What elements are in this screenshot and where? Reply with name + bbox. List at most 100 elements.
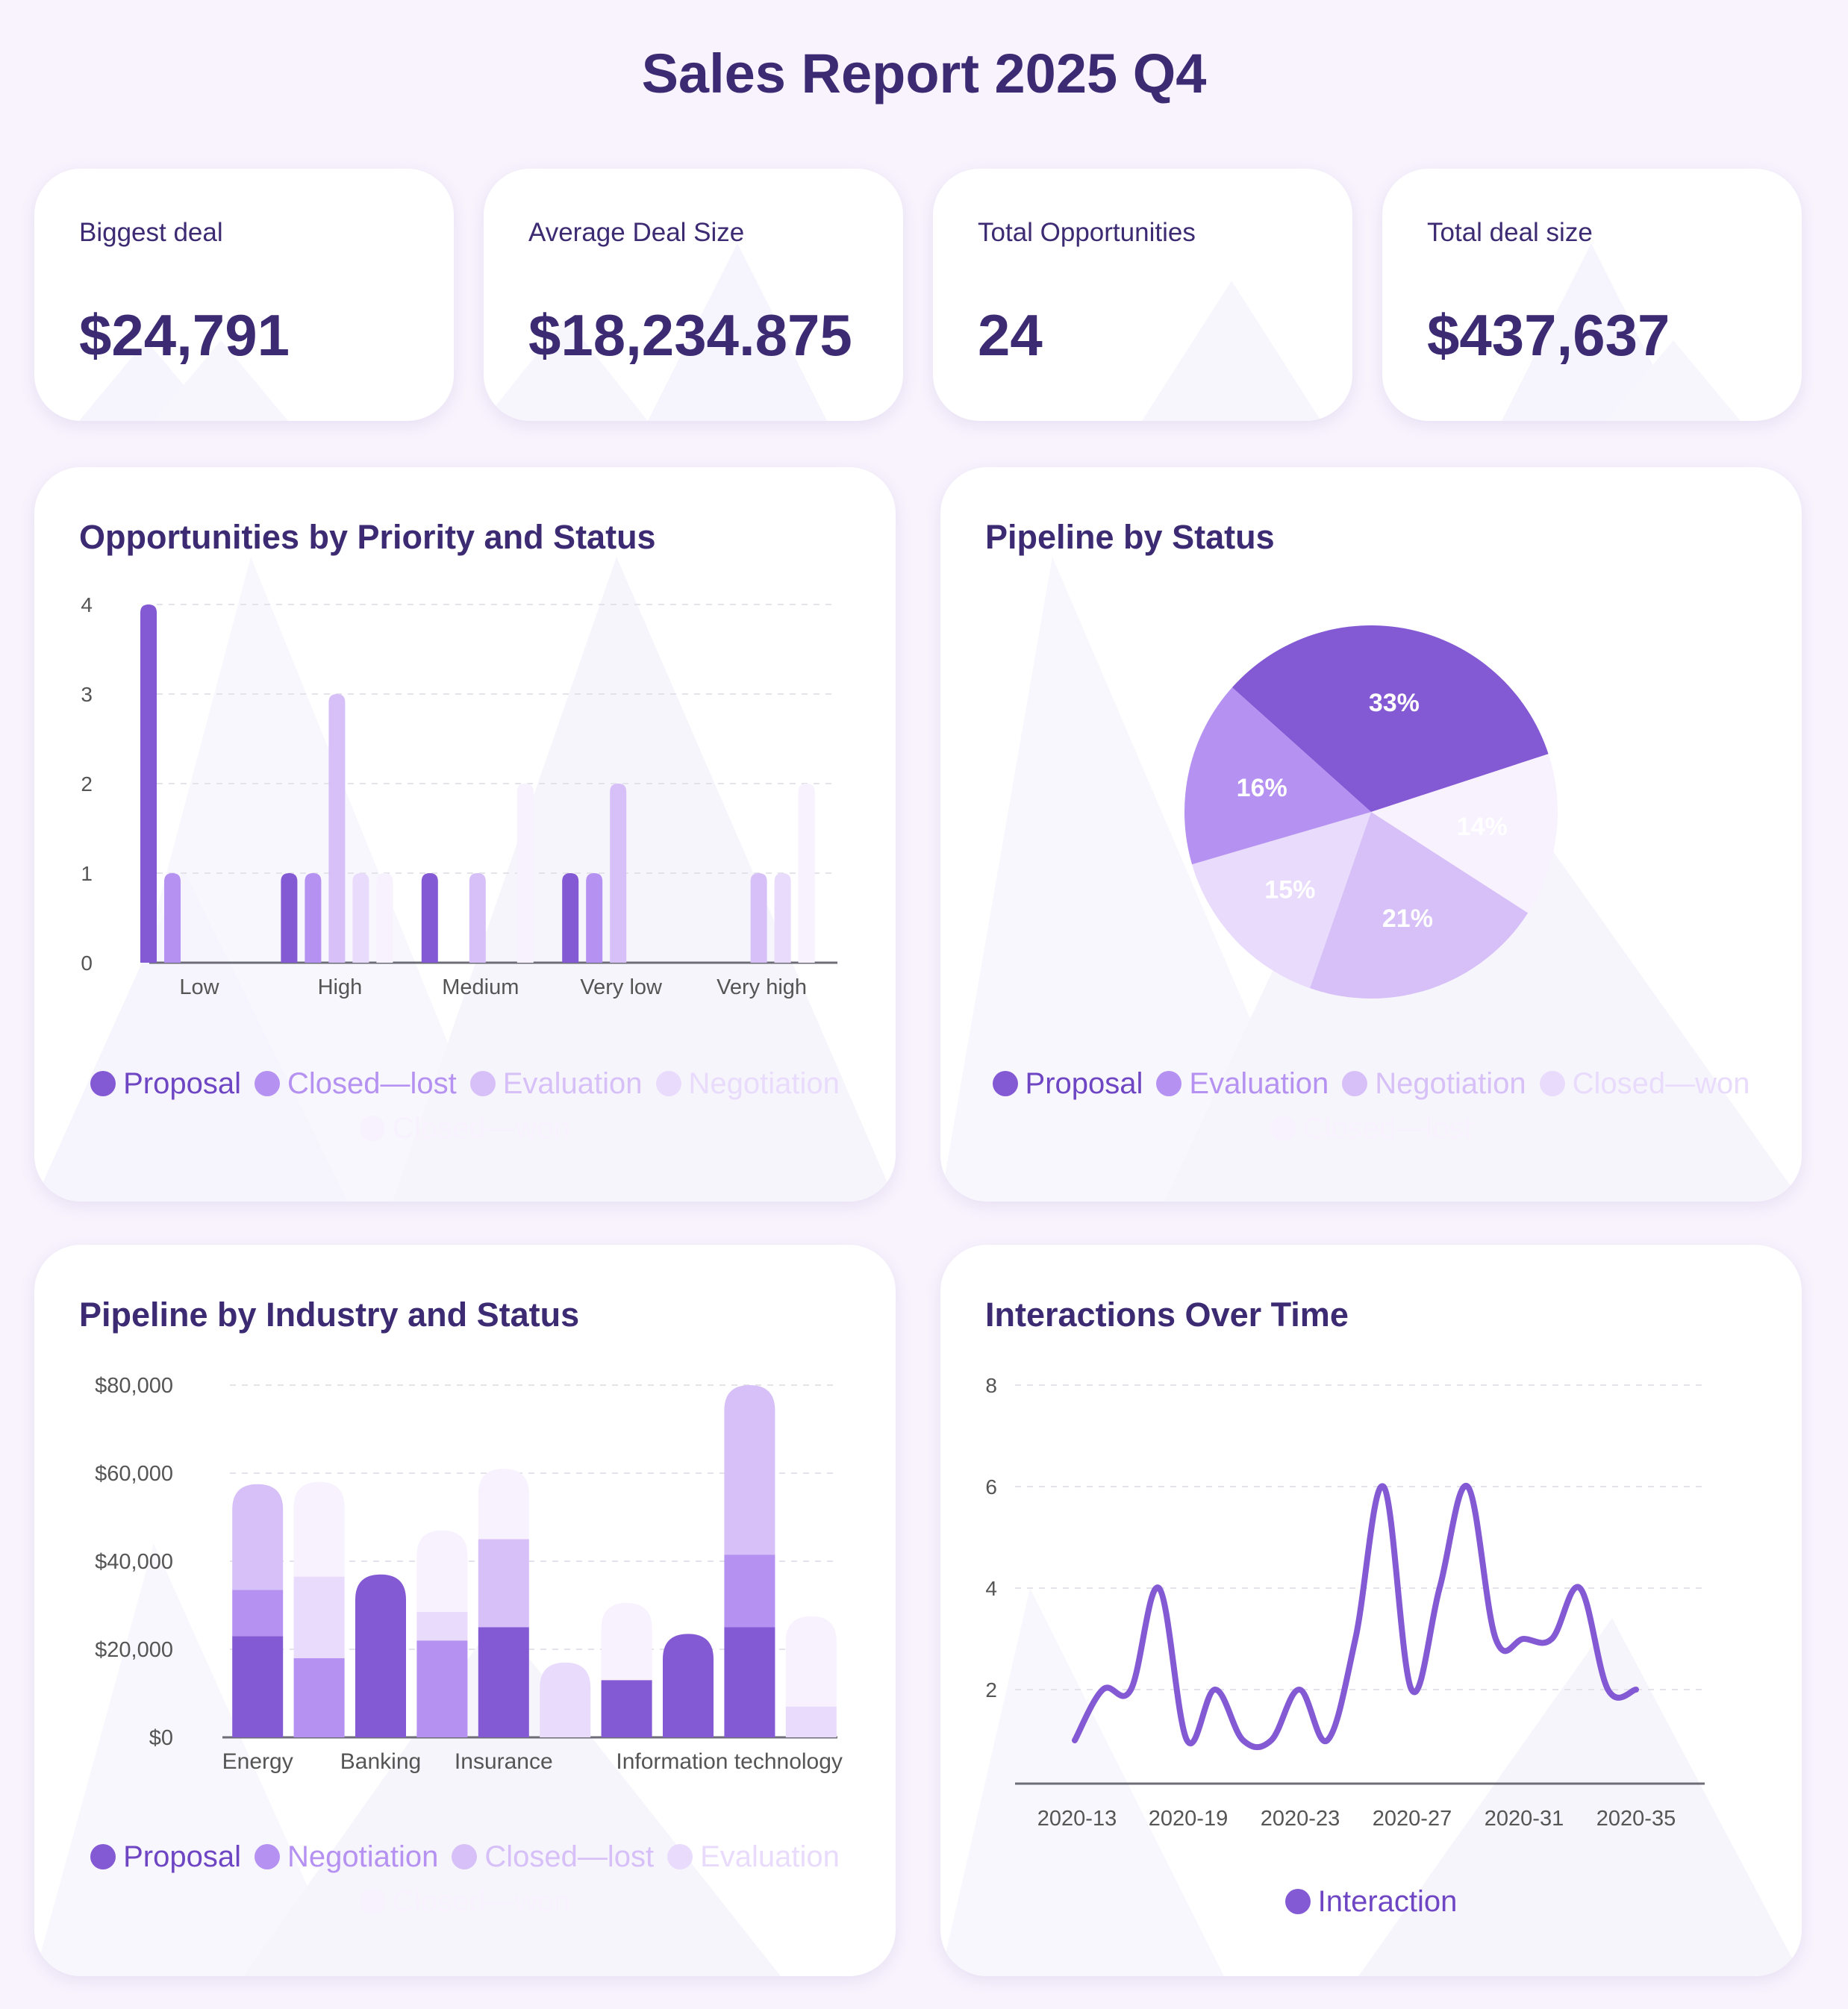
bar-segment bbox=[232, 1590, 284, 1637]
y-tick-label: 6 bbox=[985, 1475, 997, 1499]
chart-title: Pipeline by Industry and Status bbox=[79, 1296, 580, 1334]
legend-item[interactable]: Closed—won bbox=[360, 1106, 570, 1151]
legend-item[interactable]: Proposal bbox=[90, 1834, 241, 1879]
x-tick-label: 2020-13 bbox=[1037, 1807, 1117, 1831]
priority-status-card: Opportunities by Priority and Status 0 1 2… bbox=[34, 467, 896, 1202]
bar bbox=[352, 873, 369, 963]
pipeline-status-card: Pipeline by Status 33% 14% 21% 15% 16% Propo… bbox=[940, 467, 1802, 1202]
legend-item[interactable]: Evaluation bbox=[1156, 1061, 1329, 1106]
y-tick-label: $0 bbox=[149, 1726, 173, 1750]
legend-label: Negotiation bbox=[1375, 1067, 1526, 1100]
legend-label: Evaluation bbox=[502, 1067, 643, 1100]
chart-legend: Proposal Closed—lost Evaluation Negotiation… bbox=[64, 1061, 866, 1151]
industry-status-card: Pipeline by Industry and Status $0 $20,00… bbox=[34, 1245, 896, 1976]
y-tick-label: 4 bbox=[81, 593, 93, 616]
x-tick-label: 2020-35 bbox=[1596, 1807, 1676, 1831]
y-tick-label: 3 bbox=[81, 683, 93, 706]
kpi-card-total-opportunities: Total Opportunities 24 bbox=[933, 169, 1352, 421]
y-tick-label: 0 bbox=[81, 952, 93, 975]
bar bbox=[562, 873, 579, 963]
background-decoration bbox=[484, 243, 827, 421]
legend-item[interactable]: Negotiation bbox=[254, 1834, 439, 1879]
y-tick-label: 4 bbox=[985, 1577, 997, 1600]
bar bbox=[281, 873, 298, 963]
legend-swatch bbox=[469, 1071, 496, 1096]
x-tick-label: 2020-31 bbox=[1485, 1807, 1564, 1831]
y-tick-label: 1 bbox=[81, 862, 93, 885]
legend-item[interactable]: Interaction bbox=[1284, 1879, 1457, 1924]
kpi-label: Total deal size bbox=[1427, 218, 1593, 247]
bar-segment bbox=[355, 1574, 406, 1737]
x-tick-label: Very low bbox=[580, 975, 663, 999]
bar bbox=[376, 873, 393, 963]
legend-swatch bbox=[667, 1844, 693, 1869]
legend-item[interactable]: Evaluation bbox=[469, 1061, 643, 1106]
legend-label: Negotiation bbox=[688, 1067, 840, 1100]
pie-slice bbox=[1192, 812, 1371, 989]
pie-slice bbox=[1310, 812, 1529, 999]
bar bbox=[328, 694, 346, 963]
kpi-label: Total Opportunities bbox=[978, 218, 1196, 247]
bar bbox=[516, 784, 534, 963]
line-series bbox=[1072, 1483, 1639, 1751]
legend-item[interactable]: Negotiation bbox=[655, 1061, 840, 1106]
legend-label: Closed—lost bbox=[1302, 1112, 1473, 1145]
legend-swatch bbox=[992, 1071, 1018, 1096]
legend-swatch bbox=[360, 1889, 386, 1914]
legend-swatch bbox=[90, 1071, 116, 1096]
bar-segment bbox=[232, 1636, 284, 1737]
pipeline-status-pie-chart: 33% 14% 21% 15% 16% bbox=[1184, 625, 1558, 999]
kpi-card-average-deal-size: Average Deal Size $18,234.875 bbox=[484, 169, 903, 421]
bar bbox=[586, 873, 603, 963]
legend-label: Evaluation bbox=[700, 1840, 840, 1873]
legend-item[interactable]: Closed—won bbox=[1539, 1061, 1749, 1106]
y-tick-label: $80,000 bbox=[95, 1374, 173, 1398]
pie-value-label: 33% bbox=[1369, 689, 1420, 717]
bar-segment bbox=[724, 1555, 775, 1628]
legend-swatch bbox=[360, 1116, 386, 1141]
x-tick-label: Information technology bbox=[616, 1749, 843, 1774]
legend-swatch bbox=[1270, 1116, 1296, 1141]
bar-segment bbox=[724, 1385, 775, 1555]
legend-item[interactable]: Proposal bbox=[992, 1061, 1143, 1106]
bar bbox=[421, 873, 438, 963]
x-tick-label: Banking bbox=[340, 1749, 421, 1774]
industry-status-stacked-bar-chart: $0 $20,000 $40,000 $60,000 $80,000 Energy Bank… bbox=[95, 1374, 843, 1774]
legend-item[interactable]: Proposal bbox=[90, 1061, 241, 1106]
legend-label: Negotiation bbox=[287, 1840, 439, 1873]
priority-status-bar-chart: 0 1 2 3 4 Low High Medium Very low Very high bbox=[81, 593, 837, 999]
legend-swatch bbox=[1539, 1071, 1565, 1096]
kpi-value: $437,637 bbox=[1427, 302, 1670, 368]
chart-title: Pipeline by Status bbox=[985, 518, 1275, 556]
legend-swatch bbox=[655, 1071, 681, 1096]
legend-item[interactable]: Negotiation bbox=[1342, 1061, 1526, 1106]
y-tick-label: $20,000 bbox=[95, 1638, 173, 1662]
background-decoration bbox=[1502, 243, 1741, 421]
legend-swatch bbox=[452, 1844, 478, 1869]
legend-swatch bbox=[1284, 1889, 1311, 1914]
legend-item[interactable]: Closed—lost bbox=[452, 1834, 654, 1879]
legend-item[interactable]: Closed—won bbox=[360, 1879, 570, 1924]
legend-label: Closed—lost bbox=[484, 1840, 655, 1873]
bar-segment bbox=[601, 1603, 652, 1681]
kpi-value: 24 bbox=[978, 302, 1043, 368]
legend-item[interactable]: Closed—lost bbox=[254, 1061, 457, 1106]
chart-legend: Proposal Negotiation Closed—lost Evaluation… bbox=[64, 1834, 866, 1924]
chart-legend: Proposal Evaluation Negotiation Closed—won C… bbox=[970, 1061, 1772, 1151]
bar-segment bbox=[293, 1576, 345, 1658]
bar-segment bbox=[601, 1680, 652, 1737]
interactions-line-chart: 2 4 6 8 2020-13 2020-19 2020-23 2020-27 2020-31 2… bbox=[985, 1374, 1705, 1831]
legend-item[interactable]: Closed—lost bbox=[1270, 1106, 1473, 1151]
bar-segment bbox=[416, 1530, 468, 1612]
kpi-label: Average Deal Size bbox=[528, 218, 745, 247]
legend-item[interactable]: Evaluation bbox=[667, 1834, 840, 1879]
bar bbox=[140, 604, 157, 963]
bar bbox=[798, 784, 815, 963]
kpi-label: Biggest deal bbox=[79, 218, 223, 247]
bar-segment bbox=[478, 1539, 529, 1628]
pie-slice bbox=[1232, 625, 1549, 812]
background-decoration bbox=[79, 340, 288, 421]
x-tick-label: Low bbox=[179, 975, 219, 999]
pie-slice bbox=[1371, 754, 1558, 913]
y-tick-label: 8 bbox=[985, 1374, 997, 1397]
